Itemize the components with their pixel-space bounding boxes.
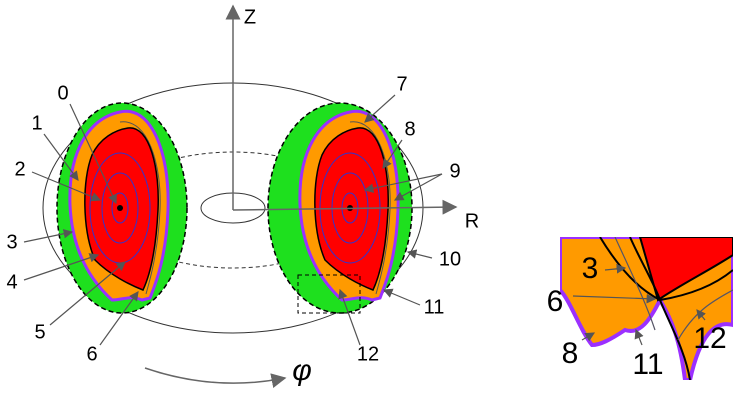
label: 10 [439, 248, 461, 270]
tokamak-diagram: Z R φ 0 1 2 3 4 5 6 7 8 9 10 11 12 [0, 0, 733, 400]
label: 6 [86, 343, 97, 365]
axis-label: R [465, 210, 479, 232]
inset-label: 11 [632, 348, 663, 381]
inset-label: 3 [582, 252, 599, 285]
left-section [57, 103, 187, 313]
label: 9 [449, 160, 460, 182]
axis-label: φ [292, 354, 312, 387]
label: 1 [31, 112, 42, 134]
label: 8 [404, 118, 415, 140]
label: 0 [57, 82, 68, 104]
label: 2 [14, 158, 25, 180]
label: 12 [357, 343, 379, 365]
label: 5 [34, 321, 45, 343]
inset-label: 6 [547, 285, 564, 318]
label: 4 [6, 271, 17, 293]
label: 11 [424, 296, 445, 318]
label: 7 [396, 73, 407, 95]
label: 3 [6, 231, 17, 253]
phi-arrow [145, 368, 285, 383]
axis-label: Z [244, 6, 256, 28]
inset-label: 8 [562, 337, 579, 370]
inset-label: 12 [693, 322, 726, 355]
